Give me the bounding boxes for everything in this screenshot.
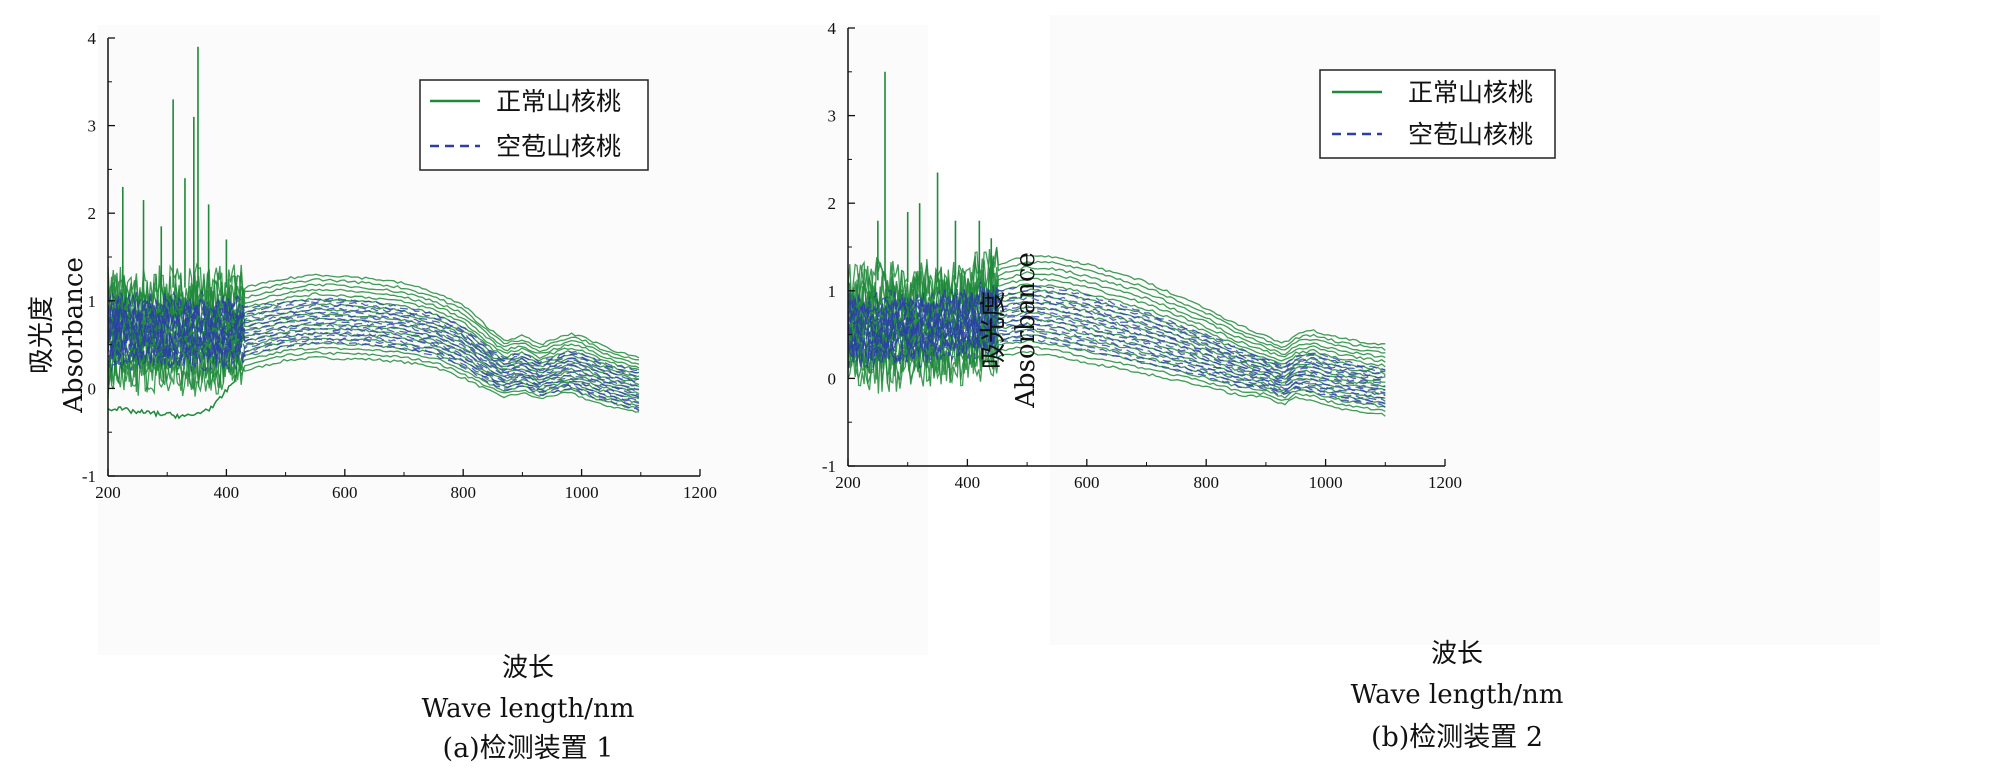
panel-b-normal-spectrum-line bbox=[847, 247, 1386, 351]
panel-a-empty-spectrum-line bbox=[107, 289, 640, 372]
panel-b-y-tick-label: 2 bbox=[828, 194, 837, 213]
panel-b-normal-spectrum-line bbox=[847, 267, 1386, 363]
panel-a-legend-label-normal: 正常山核桃 bbox=[496, 87, 621, 116]
panel-b-x-tick-label: 800 bbox=[1193, 473, 1219, 492]
panel-b-normal-spectrum-line bbox=[847, 310, 1386, 395]
panel-a-x-tick-label: 800 bbox=[450, 483, 476, 502]
panel-a-x-tick-label: 1000 bbox=[565, 483, 599, 502]
panel-b-normal-spectrum-line bbox=[847, 246, 1386, 346]
panel-a-legend-label-empty: 空苞山核桃 bbox=[496, 132, 621, 161]
panel-a-empty-spectrum-line bbox=[107, 340, 640, 412]
panel-b-x-axis-title-cn: 波长 bbox=[1431, 639, 1483, 669]
panel-b-ticks: 200 400 600 800 1000 1200 -1 0 1 2 3 4 bbox=[822, 19, 1462, 492]
panel-b-empty-spectrum-line bbox=[847, 329, 1386, 405]
panel-a-empty-spectrum-line bbox=[107, 297, 640, 377]
panel-a-y-tick-label: 0 bbox=[88, 379, 97, 398]
panel-b-legend-box bbox=[1319, 69, 1556, 159]
panel-b-legend: 正常山核桃 空苞山核桃 bbox=[1319, 69, 1556, 159]
panel-b-x-tick-label: 1200 bbox=[1428, 473, 1462, 492]
panel-b-caption: (b)检测装置 2 bbox=[1371, 722, 1543, 753]
panel-a-x-tick-label: 1200 bbox=[683, 483, 717, 502]
panel-b-x-tick-label: 600 bbox=[1074, 473, 1100, 492]
panel-b-legend-label-empty: 空苞山核桃 bbox=[1408, 120, 1533, 149]
panel-b-y-axis-title-cn: 吸光度 bbox=[979, 291, 1009, 369]
panel-a-y-tick-label: -1 bbox=[82, 467, 96, 486]
panel-a-caption: (a)检测装置 1 bbox=[443, 733, 614, 764]
panel-a-y-axis-title-cn: 吸光度 bbox=[27, 296, 57, 374]
panel-b-empty-spectrum-line bbox=[847, 281, 1386, 371]
panel-b-empty-spectrum-line bbox=[847, 300, 1386, 386]
panel-b-empty-spectrum-line bbox=[847, 315, 1386, 397]
panel-a-x-tick-label: 200 bbox=[95, 483, 121, 502]
panel-a-legend: 正常山核桃 空苞山核桃 bbox=[419, 79, 649, 171]
panel-b-y-axis-title-en: Absorbance bbox=[1011, 252, 1041, 409]
panel-b-empty-spectrum-line bbox=[847, 290, 1386, 379]
panel-a-empty-spectrum-line bbox=[107, 311, 640, 387]
panel-a-y-axis-title-en: Absorbance bbox=[59, 257, 89, 414]
panel-b-empty-spectrum-line bbox=[847, 285, 1386, 377]
panel-a-empty-spectrum-line bbox=[107, 305, 640, 383]
panel-b-empty-spectrum-line bbox=[847, 294, 1386, 381]
panel-a-empty-spectrum-line bbox=[107, 330, 640, 401]
panel-b-normal-spectrum-line bbox=[847, 328, 1386, 412]
panel-b-x-tick-label: 200 bbox=[835, 473, 861, 492]
panel-a-empty-spectrum-line bbox=[107, 318, 640, 393]
panel-a-ticks: 200 400 600 800 1000 1200 -1 0 1 2 3 4 bbox=[82, 29, 717, 502]
panel-b-y-tick-label: 1 bbox=[828, 282, 837, 301]
panel-b-empty-spectrum-line bbox=[847, 335, 1386, 408]
panel-a-x-axis-title-cn: 波长 bbox=[502, 653, 554, 683]
panel-a-anomalous-spectrum-line bbox=[107, 374, 238, 420]
panel-b-x-tick-label: 1000 bbox=[1309, 473, 1343, 492]
panel-a-normal-spectrum-line bbox=[107, 345, 640, 411]
panel-b-y-tick-label: 0 bbox=[828, 369, 837, 388]
panel-a-empty-spectrum-line bbox=[107, 294, 640, 374]
panel-a-x-tick-label: 400 bbox=[214, 483, 240, 502]
panel-b-y-tick-label: 3 bbox=[828, 107, 837, 126]
panel-a-empty-spectrum-line bbox=[107, 333, 640, 405]
panel-a-y-tick-label: 3 bbox=[88, 117, 97, 136]
panel-b-x-axis-title-en: Wave length/nm bbox=[1351, 680, 1564, 710]
panel-a-x-tick-label: 600 bbox=[332, 483, 358, 502]
panel-a-empty-spectrum-line bbox=[107, 337, 640, 409]
panel-b-y-tick-label: -1 bbox=[822, 457, 836, 476]
panel-b-legend-label-normal: 正常山核桃 bbox=[1408, 78, 1533, 107]
panel-a-legend-box bbox=[419, 79, 649, 171]
panel-b-y-tick-label: 4 bbox=[828, 19, 837, 38]
panel-b-data-marks bbox=[847, 71, 1386, 417]
panel-b-empty-spectrum-line bbox=[847, 304, 1386, 388]
panel-a-y-tick-label: 1 bbox=[88, 292, 97, 311]
panel-b-normal-spectrum-line bbox=[847, 257, 1386, 354]
panel-a-normal-spectrum-line bbox=[107, 274, 640, 365]
panel-a-y-tick-label: 4 bbox=[88, 29, 97, 48]
panel-b-x-tick-label: 400 bbox=[955, 473, 981, 492]
panel-a-x-axis-title-en: Wave length/nm bbox=[422, 694, 635, 724]
panel-a-y-tick-label: 2 bbox=[88, 204, 97, 223]
panel-a-data-marks bbox=[107, 46, 640, 420]
panel-a-empty-spectrum-line bbox=[107, 303, 640, 381]
